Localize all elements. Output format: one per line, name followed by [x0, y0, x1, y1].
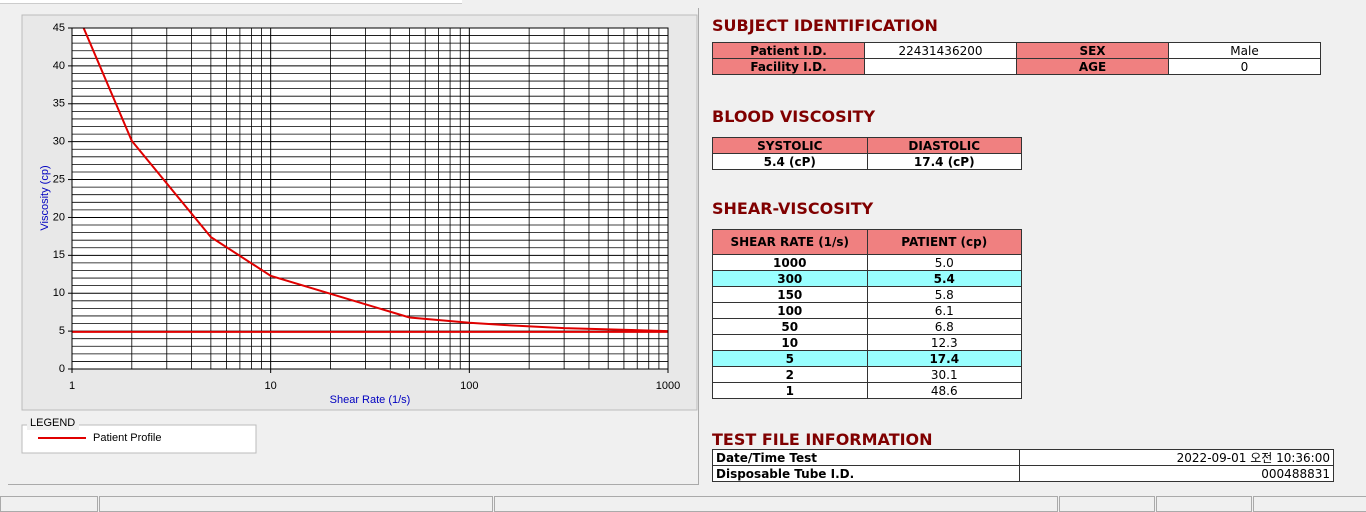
table-cell: 000488831 [1019, 465, 1334, 482]
table-cell: 5.4 (cP) [712, 153, 868, 170]
x-tick-label: 100 [460, 380, 478, 392]
blood-table: SYSTOLIC DIASTOLIC 5.4 (cP) 17.4 (cP) [712, 137, 1022, 170]
table-cell: 50 [712, 318, 868, 335]
table-cell: Date/Time Test [712, 449, 1020, 466]
table-row: 5 17.4 [712, 350, 1022, 367]
table-cell: AGE [1016, 58, 1169, 75]
table-cell: SHEAR RATE (1/s) [712, 229, 868, 255]
subject-table: Patient I.D. 22431436200 SEX Male Facility I… [712, 42, 1321, 75]
table-row: SYSTOLIC DIASTOLIC [712, 137, 1022, 154]
y-tick-label: 25 [53, 173, 65, 185]
table-cell: 22431436200 [864, 42, 1017, 59]
test-file-table: Date/Time Test 2022-09-01 오전 10:36:00 Disp… [712, 449, 1334, 482]
table-cell: 48.6 [866, 382, 1022, 399]
status-panel [494, 496, 1058, 512]
table-cell: 10 [712, 334, 868, 351]
y-tick-label: 40 [53, 60, 65, 72]
y-tick-label: 20 [53, 211, 65, 223]
table-cell: Patient I.D. [712, 42, 865, 59]
table-cell: 150 [712, 286, 868, 303]
table-cell: SYSTOLIC [712, 137, 868, 154]
plot-area [72, 28, 668, 369]
table-cell: 1 [712, 382, 868, 399]
y-tick-label: 10 [53, 287, 65, 299]
table-cell [864, 58, 1017, 75]
table-row: Date/Time Test 2022-09-01 오전 10:36:00 [712, 449, 1334, 466]
table-cell: 300 [712, 270, 868, 287]
status-panel [99, 496, 493, 512]
table-row: Patient I.D. 22431436200 SEX Male [712, 42, 1321, 59]
table-cell: 1000 [712, 254, 868, 271]
table-row: Disposable Tube I.D. 000488831 [712, 465, 1334, 482]
table-row: 2 30.1 [712, 366, 1022, 383]
y-tick-label: 30 [53, 136, 65, 148]
table-row: 1 48.6 [712, 382, 1022, 399]
x-tick-label: 10 [265, 380, 277, 392]
y-tick-label: 5 [59, 325, 65, 337]
legend-title-bg [27, 416, 79, 430]
data-line [82, 28, 668, 333]
table-cell: 6.1 [866, 302, 1022, 319]
table-cell: DIASTOLIC [866, 137, 1022, 154]
legend-label: Patient Profile [93, 432, 161, 444]
x-axis-label: Shear Rate (1/s) [330, 394, 411, 406]
plot-border [71, 27, 669, 370]
y-tick-label: 45 [53, 22, 65, 34]
status-panel [1059, 496, 1155, 512]
table-row: 50 6.8 [712, 318, 1022, 335]
y-axis-label: Viscosity (cp) [39, 165, 51, 230]
table-cell: SEX [1016, 42, 1169, 59]
status-panel [1253, 496, 1366, 512]
table-cell: Disposable Tube I.D. [712, 465, 1020, 482]
table-row: 100 6.1 [712, 302, 1022, 319]
section-title: SHEAR-VISCOSITY [712, 199, 874, 218]
table-cell: 5.8 [866, 286, 1022, 303]
top-field [0, 0, 462, 4]
chart: 0 5 10 15 20 25 30 35 40 45 1 10 100 1000 Shear Rate … [21, 14, 698, 454]
x-tick-label: 1 [69, 380, 75, 392]
table-cell: 17.4 [866, 350, 1022, 367]
section-title: TEST FILE INFORMATION [712, 430, 933, 449]
status-panel [0, 496, 98, 512]
status-panel [1156, 496, 1252, 512]
y-tick-label: 15 [53, 249, 65, 261]
table-cell: 5.0 [866, 254, 1022, 271]
chart-panel [8, 8, 699, 485]
table-row: 10 12.3 [712, 334, 1022, 351]
table-row: SHEAR RATE (1/s) PATIENT (cp) [712, 229, 1022, 255]
table-cell: 5 [712, 350, 868, 367]
table-row: Facility I.D. AGE 0 [712, 58, 1321, 75]
table-cell: 6.8 [866, 318, 1022, 335]
table-cell: 12.3 [866, 334, 1022, 351]
table-cell: Facility I.D. [712, 58, 865, 75]
section-title: SUBJECT IDENTIFICATION [712, 16, 938, 35]
y-tick-label: 0 [59, 363, 65, 375]
table-cell: PATIENT (cp) [866, 229, 1022, 255]
table-cell: 30.1 [866, 366, 1022, 383]
table-cell: 17.4 (cP) [866, 153, 1022, 170]
table-cell: 2022-09-01 오전 10:36:00 [1019, 449, 1334, 466]
table-cell: 100 [712, 302, 868, 319]
section-title: BLOOD VISCOSITY [712, 107, 876, 126]
x-tick-label: 1000 [656, 380, 680, 392]
table-row: 5.4 (cP) 17.4 (cP) [712, 153, 1022, 170]
table-cell: 5.4 [866, 270, 1022, 287]
table-row: 1000 5.0 [712, 254, 1022, 271]
legend-title: LEGEND [30, 417, 75, 429]
table-cell: Male [1168, 42, 1321, 59]
table-cell: 0 [1168, 58, 1321, 75]
table-cell: 2 [712, 366, 868, 383]
table-row: 300 5.4 [712, 270, 1022, 287]
table-row: 150 5.8 [712, 286, 1022, 303]
y-tick-label: 35 [53, 98, 65, 110]
shear-table: SHEAR RATE (1/s) PATIENT (cp) 1000 5.0 300 5.… [712, 229, 1022, 399]
